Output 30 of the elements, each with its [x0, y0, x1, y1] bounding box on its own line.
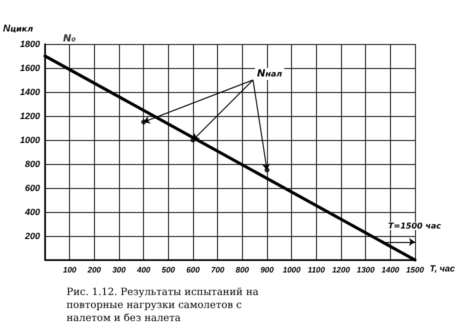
- y-tick-label: 600: [24, 183, 40, 193]
- x-axis-title: T, час: [430, 264, 455, 274]
- x-tick-label: 1000: [282, 266, 302, 274]
- x-tick-label: 400: [136, 266, 151, 274]
- y-tick-label: 1800: [20, 39, 40, 49]
- x-tick-label: 500: [162, 266, 176, 274]
- x-tick-label: 700: [210, 266, 225, 274]
- x-tick-label: 800: [236, 266, 250, 274]
- x-tick-label: 1500: [406, 266, 424, 274]
- y-tick-label: 400: [24, 207, 40, 217]
- annotation: N₀: [63, 34, 76, 44]
- text: Рис. 1.12. Результаты испытаний на повторные нагрузки самолетов с налетом и без налета: [66, 287, 262, 324]
- y-tick-label: 200: [24, 231, 40, 241]
- x-tick-label: 100: [62, 266, 77, 274]
- x-tick-label: 300: [112, 266, 126, 274]
- x-tick-label: 600: [186, 266, 200, 274]
- x-tick-label: 1200: [332, 266, 350, 274]
- x-tick-label: 200: [86, 266, 102, 274]
- x-tick-label: 1100: [308, 266, 326, 274]
- y-tick-label: 1200: [20, 111, 40, 121]
- y-tick-label: 800: [24, 159, 40, 169]
- y-tick-label: 1600: [20, 63, 40, 73]
- annotation: T=1500 час: [388, 222, 442, 230]
- x-tick-label: 1400: [381, 266, 400, 274]
- y-tick-label: 1000: [20, 135, 40, 145]
- y-axis-title: Nцикл: [3, 24, 34, 34]
- annotation: Nнал: [257, 68, 282, 80]
- y-tick-label: 1400: [20, 87, 40, 97]
- x-tick-label: 1300: [356, 266, 376, 274]
- x-tick-label: 900: [260, 266, 274, 274]
